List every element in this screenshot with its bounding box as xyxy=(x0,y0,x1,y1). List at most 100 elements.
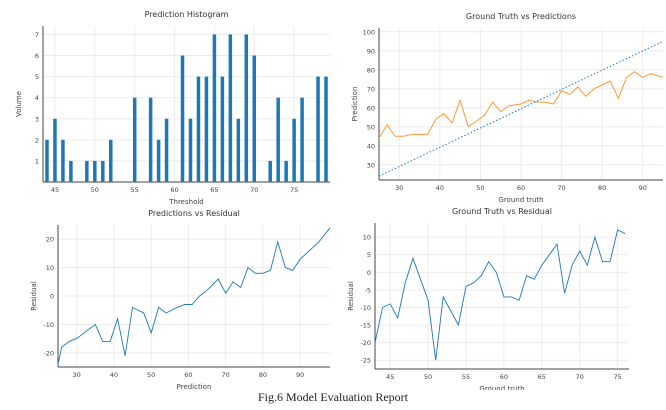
histogram-bar xyxy=(204,76,209,182)
x-tick-label: 60 xyxy=(170,186,178,194)
x-tick-label: 75 xyxy=(613,373,621,381)
prediction-line xyxy=(378,71,664,139)
x-tick-label: 55 xyxy=(131,186,139,194)
x-tick-label: 65 xyxy=(538,373,546,381)
y-axis-label: Residual xyxy=(30,281,38,311)
x-tick-label: 70 xyxy=(576,373,584,381)
histogram-bar xyxy=(252,55,257,182)
y-tick-label: 50 xyxy=(367,123,375,131)
y-tick-label: 6 xyxy=(35,52,39,60)
y-tick-label: 20 xyxy=(46,236,54,244)
y-tick-label: -20 xyxy=(360,339,371,347)
x-tick-label: 65 xyxy=(210,186,218,194)
x-tick-label: 30 xyxy=(72,371,80,379)
histogram-bar xyxy=(236,118,241,182)
histogram-bar xyxy=(212,34,217,182)
histogram-bar xyxy=(61,139,65,182)
x-tick-label: 50 xyxy=(147,371,155,379)
x-tick-label: 50 xyxy=(476,184,484,192)
chart-title: Ground Truth vs Predictions xyxy=(466,12,576,21)
y-tick-label: 0 xyxy=(50,293,54,301)
x-tick-label: 70 xyxy=(222,371,230,379)
y-tick-label: -10 xyxy=(360,304,371,312)
y-tick-label: 2 xyxy=(35,136,39,144)
histogram-bar xyxy=(292,118,296,182)
histogram-bar xyxy=(101,160,105,182)
x-tick-label: 75 xyxy=(290,186,298,194)
y-tick-label: -20 xyxy=(43,349,54,357)
histogram-bar xyxy=(85,160,89,182)
y-tick-label: 80 xyxy=(367,66,375,74)
y-axis-label: Residual xyxy=(347,281,355,311)
histogram-bar xyxy=(268,160,272,182)
histogram-bar xyxy=(196,76,201,182)
figure-caption: Fig.6 Model Evaluation Report xyxy=(258,390,408,404)
x-tick-label: 50 xyxy=(424,373,432,381)
histogram-bar xyxy=(180,55,185,182)
histogram-bar xyxy=(324,76,328,182)
histogram-bar xyxy=(316,76,320,182)
y-tick-label: 1 xyxy=(35,157,39,165)
ground-truth-vs-residual-chart: 45 50 55 60 65 70 75 -25 -20 -15 -10 -5 0 5 10 Ground T… xyxy=(347,207,629,390)
x-tick-label: 45 xyxy=(386,373,394,381)
x-axis-label: Ground truth xyxy=(479,385,524,390)
histogram-bar xyxy=(93,160,97,182)
residual-line xyxy=(57,227,331,365)
y-tick-label: 10 xyxy=(363,234,371,242)
x-tick-label: 60 xyxy=(517,184,525,192)
x-tick-label: 40 xyxy=(110,371,118,379)
y-tick-label: 3 xyxy=(35,115,39,123)
histogram-bar xyxy=(300,97,304,182)
chart-title: Predictions vs Residual xyxy=(148,209,240,218)
y-tick-label: -5 xyxy=(365,286,371,294)
y-axis-label: Volume xyxy=(15,91,23,117)
y-tick-label: 100 xyxy=(363,28,375,36)
y-tick-label: -15 xyxy=(360,322,371,330)
histogram-bar xyxy=(228,34,233,182)
x-tick-label: 60 xyxy=(500,373,508,381)
histogram-bar xyxy=(244,34,249,182)
ground-truth-vs-predictions-chart: 30 40 50 60 70 80 90 30 40 50 60 70 80 90 100 Ground Tr… xyxy=(351,12,664,204)
y-tick-label: 0 xyxy=(367,269,371,277)
histogram-bar xyxy=(148,97,153,182)
histogram-bar xyxy=(109,139,113,182)
x-tick-label: 30 xyxy=(395,184,403,192)
y-tick-label: -25 xyxy=(360,357,371,365)
x-tick-label: 90 xyxy=(639,184,647,192)
histogram-bar xyxy=(276,97,280,182)
x-axis-label: Prediction xyxy=(177,383,212,390)
chart-title: Ground Truth vs Residual xyxy=(452,207,552,216)
y-axis-label: Prediction xyxy=(351,87,359,122)
chart-title: Prediction Histogram xyxy=(145,10,229,19)
x-axis-label: Threshold xyxy=(168,198,204,206)
y-tick-label: 5 xyxy=(35,73,39,81)
x-axis-label: Ground truth xyxy=(498,196,543,204)
predictions-vs-residual-chart: 30 40 50 60 70 80 90 -20 -10 0 10 20 Predictions vs … xyxy=(30,209,331,390)
y-tick-label: -10 xyxy=(43,321,54,329)
y-tick-label: 70 xyxy=(367,85,375,93)
histogram-bar xyxy=(164,118,169,182)
histogram-bar xyxy=(284,160,288,182)
y-tick-label: 7 xyxy=(35,31,39,39)
y-tick-label: 5 xyxy=(367,251,371,259)
x-tick-label: 45 xyxy=(51,186,59,194)
y-tick-label: 60 xyxy=(367,104,375,112)
x-tick-label: 40 xyxy=(436,184,444,192)
histogram-bar xyxy=(220,76,225,182)
y-tick-label: 4 xyxy=(35,94,39,102)
y-tick-label: 90 xyxy=(367,47,375,55)
x-tick-label: 70 xyxy=(557,184,565,192)
x-tick-label: 60 xyxy=(184,371,192,379)
y-tick-label: 10 xyxy=(46,264,54,272)
histogram-bar xyxy=(45,139,49,182)
x-tick-label: 55 xyxy=(462,373,470,381)
histogram-bar xyxy=(69,160,73,182)
histogram-bar xyxy=(53,118,57,182)
y-tick-label: 30 xyxy=(367,161,375,169)
histogram-bar xyxy=(188,118,193,182)
x-tick-label: 50 xyxy=(91,186,99,194)
histogram-bar xyxy=(132,97,137,182)
residual-line xyxy=(374,229,626,361)
x-tick-label: 90 xyxy=(296,371,304,379)
histogram-bar xyxy=(156,139,161,182)
